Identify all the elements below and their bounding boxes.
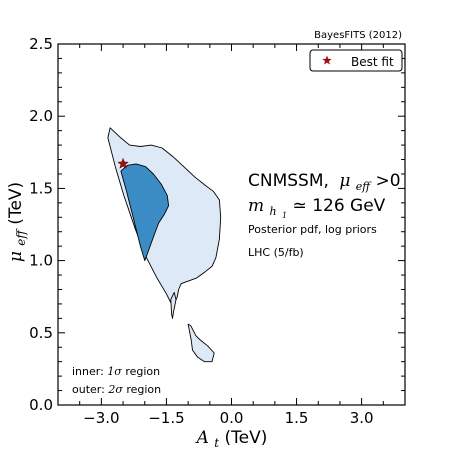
mass-subsubscript: 1 (282, 211, 287, 220)
y-axis-unit: (TeV) (6, 182, 26, 225)
y-axis-subscript: eff (14, 228, 28, 246)
y-tick-label: 0.0 (29, 396, 53, 414)
mass-symbol: m (248, 196, 264, 216)
source-label: BayesFITS (2012) (314, 30, 402, 41)
inner-suffix: region (125, 365, 160, 378)
lhc-note: LHC (5/fb) (248, 246, 304, 259)
y-axis-symbol: μ (6, 251, 26, 262)
best-fit-star-icon (117, 157, 129, 169)
model-title: CNMSSM, μ eff >0 (248, 171, 401, 195)
x-tick-label: −1.5 (148, 409, 184, 427)
mass-subscript: h (270, 205, 277, 218)
x-tick-label: 0.0 (220, 409, 244, 427)
x-axis-unit: (TeV) (225, 428, 268, 448)
legend: Best fit (309, 49, 403, 72)
outer-2sigma-region-2 (187, 323, 215, 363)
prior-note: Posterior pdf, log priors (248, 223, 377, 236)
y-axis-label: μ eff (TeV) (6, 182, 30, 262)
y-tick-label: 1.0 (29, 252, 53, 270)
x-tick-label: 1.5 (285, 409, 309, 427)
legend-label: Best fit (351, 55, 394, 69)
legend-box (309, 49, 403, 72)
best-fit-layer (117, 157, 129, 169)
inner-1sigma-region-3 (120, 163, 170, 262)
y-tick-label: 0.5 (29, 324, 53, 342)
mass-relation: ≃ (293, 196, 313, 216)
x-axis-label: A t (TeV) (195, 428, 268, 450)
y-tick-label: 2.5 (29, 35, 53, 53)
legend-star-icon (322, 55, 332, 65)
condition-symbol: μ (339, 171, 350, 191)
x-tick-label: 3.0 (350, 409, 374, 427)
inner-sigma: 1σ (107, 365, 122, 378)
condition-subscript: eff (356, 180, 373, 193)
axis-ticks: −3.0 −1.5 0.0 1.5 3.0 0.0 0.5 1.0 1.5 2.0 2.5 (29, 35, 405, 427)
x-tick-label: −3.0 (83, 409, 119, 427)
model-name: CNMSSM, (248, 171, 329, 191)
inner-region-note: inner: 1σ region (72, 365, 160, 378)
condition-rest: >0 (376, 171, 401, 191)
y-tick-label: 1.5 (29, 179, 53, 197)
mass-value: 126 GeV (312, 196, 385, 216)
outer-region-note: outer: 2σ region (72, 383, 161, 396)
x-axis-symbol: A (195, 428, 209, 448)
outer-2sigma-region-1 (170, 291, 177, 319)
credible-regions (107, 127, 222, 363)
outer-suffix: region (126, 383, 161, 396)
inner-prefix: inner: (72, 365, 107, 378)
y-tick-label: 2.0 (29, 107, 53, 125)
outer-sigma: 2σ (107, 383, 123, 396)
outer-prefix: outer: (72, 383, 108, 396)
x-axis-subscript: t (214, 436, 219, 450)
outer-2sigma-region-0 (107, 127, 222, 308)
higgs-mass: m h 1 ≃ 126 GeV (248, 196, 386, 223)
